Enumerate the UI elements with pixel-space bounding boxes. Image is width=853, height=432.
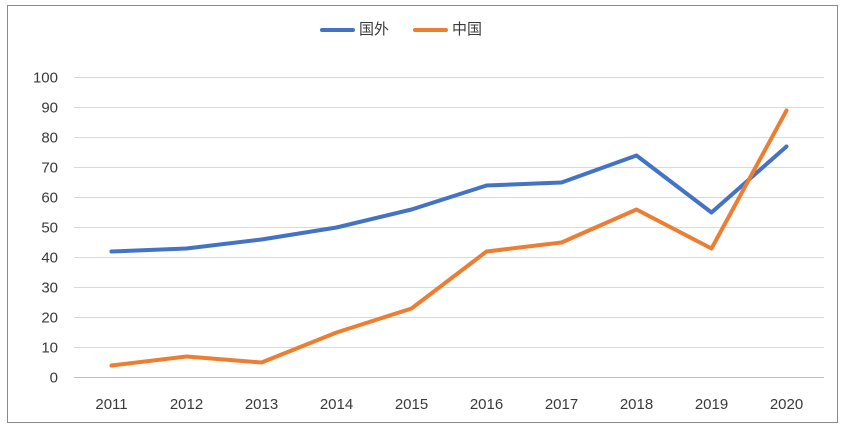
x-tick-label: 2018: [619, 396, 654, 413]
legend-item-china: 中国: [413, 22, 482, 37]
legend-label-foreign: 国外: [358, 21, 389, 38]
x-tick-label: 2017: [544, 396, 579, 413]
y-tick-label: 50: [41, 219, 58, 236]
y-tick-label: 70: [41, 159, 58, 176]
y-tick-label: 60: [41, 189, 58, 206]
x-tick-label: 2016: [469, 396, 504, 413]
x-tick-label: 2019: [694, 396, 729, 413]
y-tick-label: 40: [41, 249, 58, 266]
x-tick-label: 2012: [169, 396, 204, 413]
x-tick-label: 2014: [319, 396, 354, 413]
legend-swatch-china: [413, 27, 448, 32]
legend: 国外 中国: [319, 21, 482, 38]
y-tick-label: 20: [41, 309, 58, 326]
legend-item-foreign: 国外: [319, 21, 389, 38]
y-tick-label: 90: [41, 99, 58, 116]
y-tick-label: 0: [49, 369, 58, 386]
series-line-foreign: [109, 144, 789, 254]
legend-swatch-foreign: [319, 27, 355, 32]
y-tick-label: 30: [41, 279, 58, 296]
series-line-china: [109, 108, 789, 368]
legend-label-china: 中国: [452, 21, 483, 38]
x-tick-label: 2013: [244, 396, 279, 413]
x-tick-label: 2015: [394, 396, 429, 413]
y-tick-label: 10: [41, 339, 58, 356]
x-tick-label: 2011: [95, 396, 128, 413]
x-tick-label: 2020: [769, 396, 804, 413]
y-tick-label: 100: [32, 69, 58, 86]
y-tick-label: 80: [41, 129, 58, 146]
